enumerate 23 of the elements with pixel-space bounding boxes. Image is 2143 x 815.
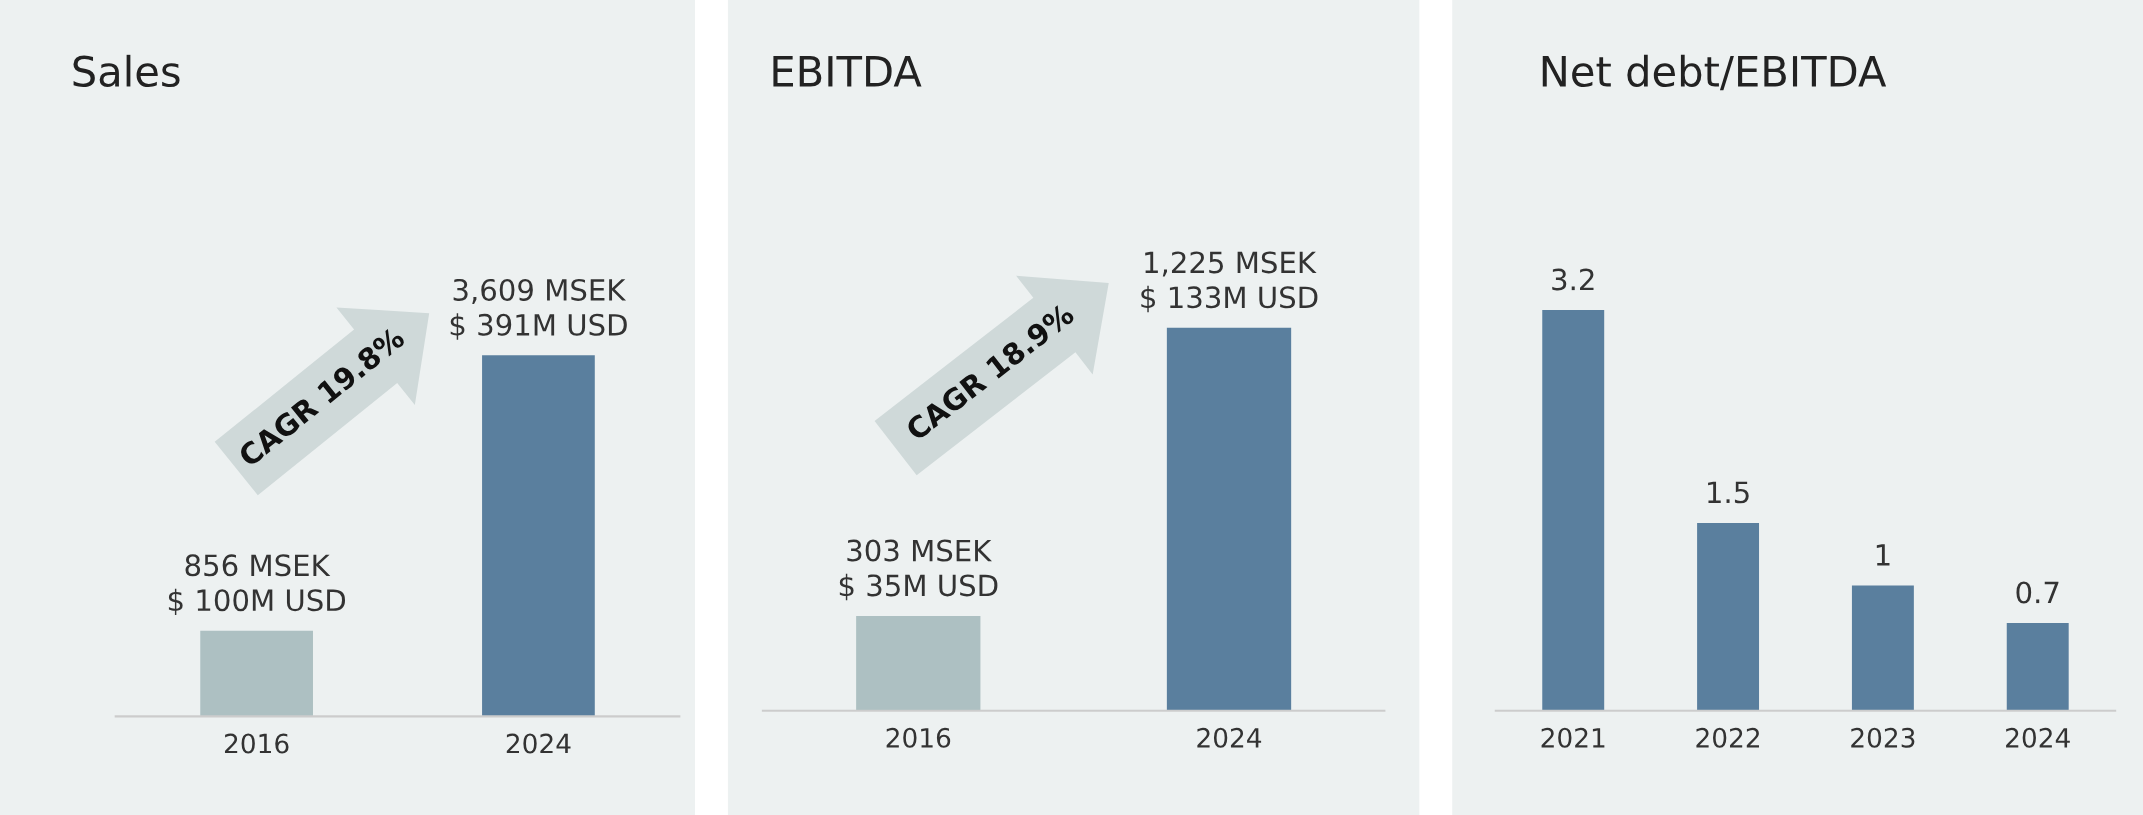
data-label: 303 MSEK $ 35M USD bbox=[839, 539, 998, 601]
data-label: 3,609 MSEK $ 391M USD bbox=[450, 278, 627, 340]
data-label: 3.2 bbox=[1552, 268, 1594, 291]
bar bbox=[1542, 310, 1605, 711]
data-label: 1 bbox=[1876, 544, 1890, 566]
x-tick-label: 2024 bbox=[506, 733, 571, 754]
bar bbox=[2006, 623, 2069, 711]
bar bbox=[1851, 585, 1914, 711]
x-tick-label: 2024 bbox=[2006, 727, 2070, 748]
x-tick-label: 2024 bbox=[1197, 727, 1262, 748]
x-tick-label: 2016 bbox=[224, 733, 289, 754]
chart-title: Net debt/EBITDA bbox=[1542, 54, 1887, 91]
x-tick-label: 2016 bbox=[886, 727, 951, 748]
x-tick-label: 2021 bbox=[1541, 727, 1605, 748]
chart-title: Sales bbox=[73, 54, 180, 88]
data-label: 1,225 MSEK $ 133M USD bbox=[1141, 251, 1318, 313]
data-label: 0.7 bbox=[2016, 581, 2059, 604]
chart-title: EBITDA bbox=[773, 56, 922, 87]
data-label: 1.5 bbox=[1708, 481, 1749, 504]
data-label: 856 MSEK $ 100M USD bbox=[168, 554, 346, 616]
bar bbox=[1697, 522, 1760, 711]
x-tick-label: 2022 bbox=[1696, 727, 1759, 748]
x-tick-label: 2023 bbox=[1851, 727, 1915, 748]
